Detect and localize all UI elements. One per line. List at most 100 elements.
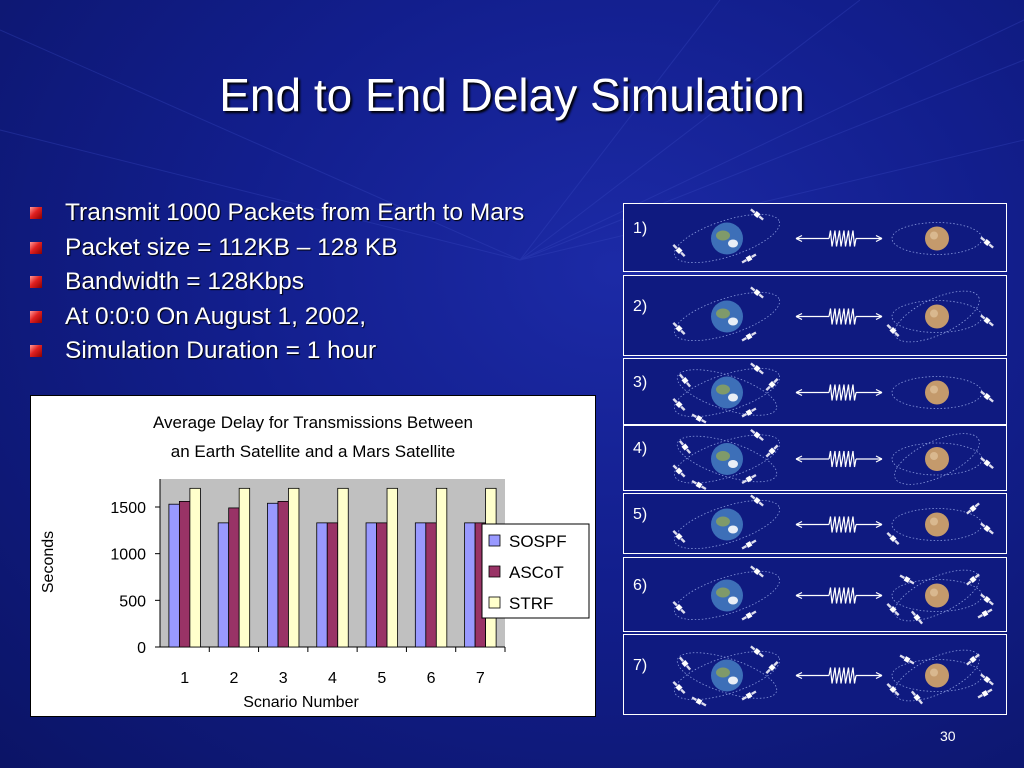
bullet-item: Transmit 1000 Packets from Earth to Mars <box>28 198 524 233</box>
chart-title-line: Average Delay for Transmissions Between <box>153 413 473 432</box>
scenario-label: 3) <box>633 373 648 391</box>
x-tick-label: 6 <box>427 670 436 687</box>
y-axis-label: Seconds <box>40 531 57 593</box>
mars-icon <box>925 583 949 608</box>
earth-orbit <box>673 570 781 621</box>
satellite-icon <box>966 502 980 515</box>
bar-sospf <box>217 522 230 648</box>
scenario-panel: 3) <box>623 358 1007 425</box>
earth-orbit <box>673 650 781 701</box>
satellite-icon <box>750 494 764 507</box>
earth-icon <box>711 659 743 692</box>
bar-sospf <box>365 522 377 648</box>
bullet-item: Simulation Duration = 1 hour <box>28 336 524 371</box>
earth-icon <box>711 579 743 612</box>
satellite-icon <box>672 243 686 258</box>
satellite-icon <box>977 608 993 619</box>
legend-swatch <box>488 534 501 547</box>
link-signal-icon <box>795 516 883 533</box>
satellite-icon <box>741 407 757 418</box>
earth-icon <box>711 222 743 255</box>
satellite-icon <box>980 673 994 686</box>
satellite-icon <box>750 428 764 442</box>
page-number: 30 <box>940 728 956 744</box>
earth-icon <box>711 300 743 333</box>
earth-icon <box>711 508 743 541</box>
satellite-icon <box>886 602 900 617</box>
x-tick-label: 4 <box>328 670 337 687</box>
satellite-icon <box>765 377 779 392</box>
mars-icon <box>925 663 949 688</box>
bullet-list: Transmit 1000 Packets from Earth to Mars… <box>28 198 524 371</box>
bar-ascot <box>178 501 191 648</box>
scenario-panel: 5) <box>623 493 1007 554</box>
satellite-icon <box>741 610 757 621</box>
mars-icon <box>925 226 949 251</box>
bullet-square-icon <box>30 207 42 219</box>
y-tick-label: 500 <box>119 593 146 610</box>
y-tick-label: 1500 <box>110 500 146 517</box>
bar-strf <box>435 487 448 648</box>
satellite-icon <box>741 690 757 701</box>
mars-icon <box>925 512 949 537</box>
satellite-icon <box>980 390 994 403</box>
bar-ascot <box>326 522 339 648</box>
bullet-square-icon <box>30 310 42 323</box>
bar-ascot <box>376 522 388 648</box>
legend-label: SOSPF <box>509 532 567 551</box>
satellite-icon <box>750 208 764 221</box>
scenario-label: 5) <box>633 505 648 523</box>
link-signal-icon <box>795 450 883 468</box>
satellite-icon <box>750 362 764 375</box>
satellite-icon <box>966 573 980 586</box>
bullet-item: Packet size = 112KB – 128 KB <box>28 233 524 268</box>
scenario-label: 7) <box>633 656 648 674</box>
satellite-icon <box>741 253 757 264</box>
satellite-icon <box>899 654 915 665</box>
legend-swatch <box>488 565 501 578</box>
scenario-diagram <box>672 286 994 343</box>
link-signal-icon <box>795 384 883 401</box>
mars-orbit <box>894 290 980 343</box>
link-signal-icon <box>795 308 883 325</box>
bar-strf <box>238 487 251 648</box>
bullet-square-icon <box>30 345 42 357</box>
bar-sospf <box>316 522 328 648</box>
link-signal-icon <box>795 667 883 684</box>
bullet-item: At 0:0:0 On August 1, 2002, <box>28 302 524 337</box>
slide-title: End to End Delay Simulation <box>219 69 805 121</box>
satellite-icon <box>691 413 707 424</box>
bar-sospf <box>464 522 476 648</box>
satellite-icon <box>977 688 993 699</box>
satellite-icon <box>750 565 764 578</box>
satellite-icon <box>899 574 915 585</box>
satellite-icon <box>750 286 764 299</box>
scenario-panel: 7) <box>623 634 1007 715</box>
x-tick-label: 1 <box>180 670 189 687</box>
satellite-icon <box>741 331 757 342</box>
satellite-icon <box>910 690 924 705</box>
legend: SOSPF ASCoT STRF <box>481 523 590 619</box>
legend-label: ASCoT <box>509 563 564 582</box>
y-tick-label: 1000 <box>110 547 146 564</box>
satellite-icon <box>741 473 757 485</box>
satellite-icon <box>980 593 994 606</box>
earth-icon <box>711 443 743 475</box>
delay-chart: Average Delay for Transmissions Between a… <box>30 395 596 717</box>
scenario-diagram <box>672 565 994 625</box>
satellite-icon <box>672 397 686 412</box>
y-tick-label: 0 <box>137 640 146 657</box>
link-signal-icon <box>795 587 883 604</box>
satellite-icon <box>750 645 764 658</box>
scenario-panel: 4) <box>623 425 1007 491</box>
satellite-icon <box>672 321 686 336</box>
scenario-label: 6) <box>633 576 648 594</box>
satellite-icon <box>672 529 686 544</box>
legend-swatch <box>488 596 501 609</box>
bullet-item: Bandwidth = 128Kbps <box>28 267 524 302</box>
satellite-icon <box>886 682 900 697</box>
satellite-icon <box>741 539 757 550</box>
chart-title-line: an Earth Satellite and a Mars Satellite <box>171 442 455 461</box>
bullet-square-icon <box>30 241 42 254</box>
satellite-icon <box>886 531 900 546</box>
